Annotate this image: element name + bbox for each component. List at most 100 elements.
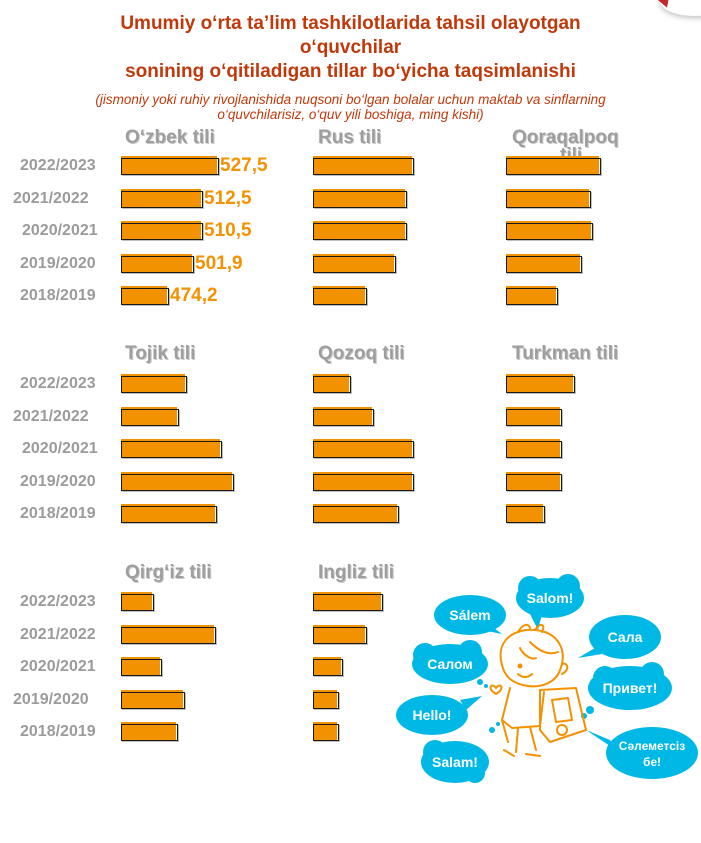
bar-outline (506, 255, 582, 273)
bar-fill (506, 504, 543, 522)
greeting-text: Salam! (432, 754, 478, 770)
bar-fill (313, 592, 381, 610)
bar (121, 624, 216, 644)
bar-outline (313, 158, 414, 175)
bar-outline (121, 223, 203, 240)
bar-fill (121, 156, 217, 174)
title-line-1: Umumiy o‘rta ta’lim tashkilotlarida tahs… (120, 13, 581, 34)
year-label: 2018/2019 (20, 287, 96, 304)
bar (121, 286, 169, 305)
speech-bubble-salem (434, 595, 506, 635)
bar (121, 188, 203, 208)
bar (313, 689, 339, 709)
bar-outline (313, 659, 343, 676)
bar (506, 406, 562, 426)
bar-fill (121, 374, 185, 392)
title-line-2: o‘quvchilar (299, 37, 402, 58)
bar-fill (313, 689, 337, 708)
bar-fill (313, 657, 341, 675)
bar-fill (313, 406, 372, 425)
greeting-text: Привет! (603, 680, 658, 696)
greeting-text: Sálem (449, 607, 490, 623)
bar-fill (121, 624, 214, 643)
bar-fill (313, 286, 365, 304)
bar (313, 592, 383, 611)
bar-outline (121, 594, 154, 611)
bar-fill (313, 722, 337, 740)
speech-bubbles (396, 574, 698, 783)
bar-outline (313, 691, 339, 709)
year-label: 2022/2023 (20, 157, 96, 174)
bar-fill (121, 253, 192, 272)
bar-fill (313, 624, 365, 643)
bar-outline (121, 190, 203, 208)
bar-fill (506, 374, 573, 392)
year-label: 2021/2022 (20, 625, 96, 643)
bar (121, 156, 219, 175)
bar-outline (313, 190, 407, 208)
speech-bubble-privet (581, 662, 672, 719)
bar-fill (121, 471, 232, 490)
bar (121, 689, 185, 709)
speech-bubble-sala (578, 615, 661, 659)
year-label: 2020/2021 (20, 658, 96, 675)
subtitle-line-1: (jismoniy yoki ruhiy rivojlanishida nuqs… (95, 92, 606, 107)
bar-fill (506, 156, 599, 174)
greeting-text: Салом (427, 656, 473, 672)
greeting-text: Salom! (527, 590, 574, 606)
bar (313, 286, 367, 305)
chart-title: O‘zbek tili (125, 127, 215, 148)
bar (121, 722, 178, 741)
bar (506, 286, 558, 305)
year-label: 2020/2021 (22, 440, 98, 457)
speech-bubble-hello (396, 695, 482, 735)
bar-outline (313, 223, 407, 240)
bar-outline (121, 473, 234, 491)
bar (313, 504, 399, 523)
bar-outline (506, 158, 601, 175)
bar-outline (313, 255, 396, 273)
year-label: 2019/2020 (20, 254, 96, 272)
bar (313, 624, 367, 644)
year-label: 2019/2020 (13, 690, 89, 708)
year-label: 2018/2019 (20, 723, 96, 740)
greeting-text: Сала (608, 629, 643, 645)
bar-fill (313, 188, 405, 207)
page-subtitle: (jismoniy yoki ruhiy rivojlanishida nuqs… (0, 92, 701, 122)
year-label: 2019/2020 (20, 472, 96, 490)
bar-value-label: 512,5 (204, 187, 252, 209)
bar-outline (506, 288, 558, 305)
bar (313, 253, 396, 273)
bar (313, 471, 414, 491)
bar-outline (313, 441, 414, 458)
chart-title: Qozoq tili (318, 343, 405, 364)
bar-fill (121, 188, 201, 207)
ribbon-icon (656, 0, 674, 11)
bar-outline (121, 255, 194, 273)
bar-outline (506, 190, 591, 208)
subtitle-line-2: o‘quvchilarisiz, o‘quv yili boshiga, min… (217, 107, 484, 122)
bar-fill (506, 286, 556, 304)
bar (121, 221, 203, 240)
bar-fill (313, 374, 349, 392)
bar (121, 592, 154, 611)
bar-fill (506, 406, 560, 425)
bar (313, 722, 339, 741)
speech-bubble-salom-cyrillic (412, 640, 488, 688)
bar-fill (121, 406, 177, 425)
chart-title: Qirg‘iz tili (125, 562, 212, 583)
bar (506, 504, 545, 523)
bar-fill (121, 221, 201, 239)
boy-character-icon (489, 623, 587, 757)
year-label: 2021/2022 (13, 407, 89, 425)
bar (506, 221, 593, 240)
greetings-illustration: Sálem Salom! Сала Салом Привет! Hello! С… (396, 574, 698, 783)
bar-fill (313, 439, 412, 457)
bar-outline (121, 724, 178, 741)
year-label: 2022/2023 (20, 593, 96, 610)
bar-fill (121, 657, 160, 675)
year-label: 2020/2021 (22, 222, 98, 239)
bar (313, 374, 351, 393)
bar-fill (506, 471, 560, 490)
bar-fill (506, 188, 589, 207)
